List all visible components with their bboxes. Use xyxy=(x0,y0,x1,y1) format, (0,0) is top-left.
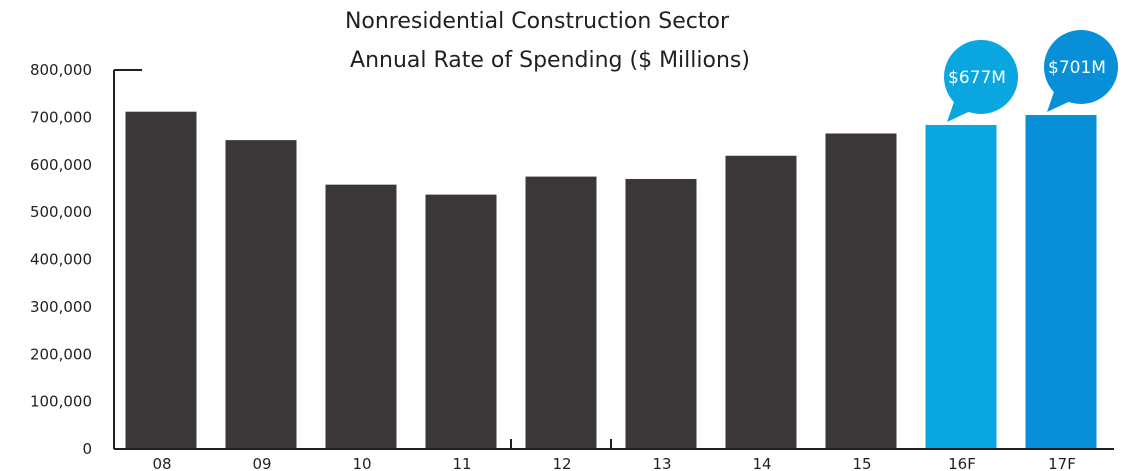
x-tick-label: 11 xyxy=(452,455,471,471)
bar-08 xyxy=(125,111,197,449)
x-tick-label: 13 xyxy=(652,455,671,471)
y-tick-label: 0 xyxy=(82,440,92,458)
bars-group xyxy=(125,111,1097,450)
bar-13 xyxy=(625,178,697,449)
x-tick-label: 17F xyxy=(1048,455,1076,471)
bar-12 xyxy=(525,176,597,449)
y-tick-label: 400,000 xyxy=(30,251,92,269)
callouts-group: $677M $701M xyxy=(944,30,1118,122)
bar-15 xyxy=(825,133,897,450)
x-tick-label: 09 xyxy=(252,455,271,471)
x-tick-label: 14 xyxy=(752,455,771,471)
axes-group: 0 100,000 200,000 300,000 400,000 500,000 600,… xyxy=(30,61,1114,471)
callout-bubble xyxy=(1044,30,1118,105)
bar-16f xyxy=(925,124,997,449)
y-tick-label: 100,000 xyxy=(30,393,92,411)
bar-17f xyxy=(1025,115,1097,449)
bar-11 xyxy=(425,194,497,449)
y-tick-label: 200,000 xyxy=(30,345,92,363)
y-tick-label: 600,000 xyxy=(30,156,92,174)
x-tick-label: 16F xyxy=(948,455,976,471)
callout-bubble xyxy=(944,39,1018,114)
chart-title-line-2: Annual Rate of Spending ($ Millions) xyxy=(350,48,750,73)
y-tick-label: 700,000 xyxy=(30,108,92,126)
bar-14 xyxy=(725,155,797,449)
y-tick-label: 300,000 xyxy=(30,298,92,316)
callout-label: $701M xyxy=(1048,58,1106,78)
x-tick-label: 08 xyxy=(152,455,171,471)
bar-10 xyxy=(325,184,397,449)
callout-label: $677M xyxy=(948,68,1006,88)
bar-09 xyxy=(225,140,297,450)
x-tick-label: 10 xyxy=(352,455,371,471)
y-tick-label: 800,000 xyxy=(30,61,92,79)
x-tick-label: 12 xyxy=(552,455,571,471)
x-tick-label: 15 xyxy=(852,455,871,471)
chart-title-line-1: Nonresidential Construction Sector xyxy=(345,9,730,34)
y-tick-label: 500,000 xyxy=(30,203,92,221)
